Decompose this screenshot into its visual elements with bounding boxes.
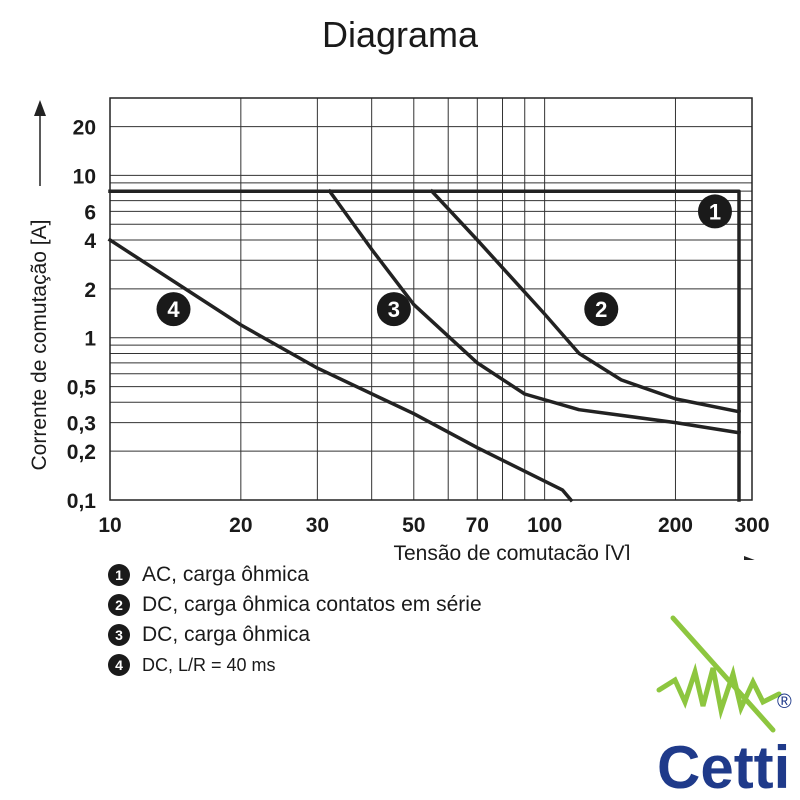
x-tick-label: 200	[658, 514, 693, 537]
legend-text-1: AC, carga ôhmica	[142, 563, 309, 586]
y-tick-label: 1	[84, 328, 96, 351]
curve-marker-4	[156, 292, 191, 327]
curve-marker-label-3: 3	[388, 297, 400, 322]
y-axis-label: Corrente de comutação [A]	[28, 220, 51, 471]
y-tick-label: 6	[84, 201, 96, 224]
y-tick-label: 4	[84, 230, 96, 253]
y-tick-label: 10	[73, 165, 96, 188]
legend-item-3: 3 DC, carga ôhmica	[108, 620, 482, 650]
plot-frame	[109, 97, 753, 501]
curve-marker-1	[697, 194, 732, 229]
x-tick-label: 10	[98, 514, 121, 537]
x-tick-label: 100	[527, 514, 562, 537]
legend-marker-4: 4	[108, 654, 130, 676]
x-tick-label: 300	[734, 514, 769, 537]
series-line-3	[327, 188, 742, 435]
series-line-2	[429, 188, 742, 414]
y-axis-arrow-head	[34, 100, 46, 116]
series-line-1	[108, 189, 741, 502]
y-tick-label: 2	[84, 279, 96, 302]
curve-marker-2	[584, 292, 619, 327]
legend-item-4: 4 DC, L/R = 40 ms	[108, 650, 482, 680]
chart-title: Diagrama	[321, 14, 479, 55]
x-axis-label: Tensão de comutação [V]	[394, 542, 631, 560]
x-tick-label: 30	[306, 514, 329, 537]
legend-marker-3: 3	[108, 624, 130, 646]
cetti-logo: ® Cetti	[656, 615, 792, 800]
legend-text-4: DC, L/R = 40 ms	[142, 654, 276, 675]
legend-marker-2: 2	[108, 594, 130, 616]
series-line-4	[107, 237, 574, 503]
x-tick-label: 20	[229, 514, 252, 537]
curve-marker-3	[376, 292, 411, 327]
curve-marker-label-1: 1	[709, 199, 721, 224]
logo-antenna-icon	[656, 615, 782, 733]
legend-text-2: DC, carga ôhmica contatos em série	[142, 593, 482, 616]
x-tick-label: 70	[466, 514, 489, 537]
x-tick-label: 50	[402, 514, 425, 537]
legend-text-3: DC, carga ôhmica	[142, 623, 311, 646]
logo-registered: ®	[777, 691, 792, 713]
legend: 1 AC, carga ôhmica 2 DC, carga ôhmica co…	[108, 560, 482, 680]
y-tick-label: 0,1	[67, 490, 97, 513]
legend-item-2: 2 DC, carga ôhmica contatos em série	[108, 590, 482, 620]
curve-marker-label-4: 4	[167, 297, 180, 322]
y-tick-label: 20	[73, 117, 96, 140]
logo-text: Cetti	[657, 734, 790, 800]
y-tick-label: 0,5	[67, 377, 97, 400]
chart: 10 20 30 50 70 100 200 300 0,1 0,2 0,3 0,5 1 2 4 6 10 20 T…	[28, 97, 770, 560]
legend-marker-1: 1	[108, 564, 130, 586]
y-tick-label: 0,3	[67, 413, 96, 436]
x-axis-arrow-head	[744, 556, 755, 560]
y-tick-label: 0,2	[67, 441, 96, 464]
legend-item-1: 1 AC, carga ôhmica	[108, 560, 482, 590]
curve-marker-label-2: 2	[595, 297, 607, 322]
